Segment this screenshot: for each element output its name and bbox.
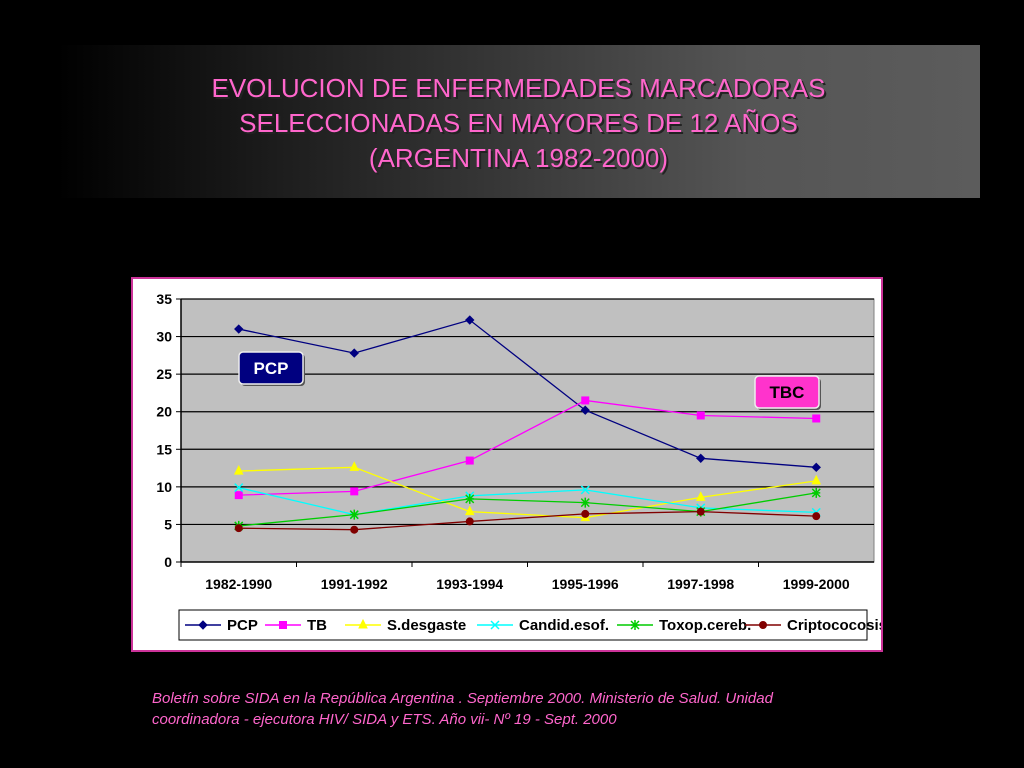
series-line-criptococosis <box>238 511 817 531</box>
source-line-2: coordinadora - ejecutora HIV/ SIDA y ETS… <box>152 711 617 728</box>
data-point-s-desgaste <box>695 491 706 501</box>
legend-entry-s-desgaste: S.desgaste <box>345 617 466 634</box>
legend-marker <box>279 621 287 629</box>
slide-title-line-2: SELECCIONADAS EN MAYORES DE 12 AÑOS <box>239 108 798 138</box>
y-tick-label: 0 <box>164 554 172 570</box>
x-tick-label: 1999-2000 <box>783 576 850 592</box>
data-point-tb <box>234 491 243 500</box>
data-point-criptococosis <box>465 517 474 526</box>
chart-legend: PCP TB S.desgaste Candid.esof. Toxop.cereb. C… <box>178 609 881 641</box>
data-point-criptococosis <box>234 524 243 533</box>
badge-box <box>238 351 304 385</box>
data-point-s-desgaste <box>349 461 360 471</box>
y-tick-label: 30 <box>156 329 172 345</box>
y-tick-label: 10 <box>156 479 172 495</box>
legend-label: S.desgaste <box>387 617 466 634</box>
data-point-pcp <box>234 324 244 334</box>
annotation-badge-pcp: PCP <box>238 351 305 386</box>
data-point-criptococosis <box>581 509 590 518</box>
data-point-criptococosis <box>812 512 821 521</box>
data-point-pcp <box>696 453 706 464</box>
y-tick-label: 25 <box>156 366 172 382</box>
series-line-pcp <box>238 319 817 468</box>
data-point-toxop-cereb <box>580 497 590 508</box>
data-point-toxop-cereb <box>811 487 821 498</box>
x-tick-label: 1993-1994 <box>436 576 503 592</box>
data-point-pcp <box>811 462 821 473</box>
data-point-s-desgaste <box>811 474 822 485</box>
data-point-pcp <box>349 348 359 358</box>
legend-entry-pcp: PCP <box>185 617 258 634</box>
data-point-pcp <box>465 315 475 325</box>
badge-label: TBC <box>770 383 805 402</box>
legend-entry-candid-esof: Candid.esof. <box>477 617 609 634</box>
x-tick-label: 1991-1992 <box>321 576 388 592</box>
series-pcp <box>234 315 821 473</box>
data-point-tb <box>465 456 474 465</box>
legend-entry-tb: TB <box>265 617 327 634</box>
data-point-toxop-cereb <box>349 509 359 520</box>
legend-label: PCP <box>227 617 258 634</box>
data-point-s-desgaste <box>464 505 475 516</box>
data-point-tb <box>696 411 705 420</box>
legend-marker <box>630 620 640 630</box>
data-point-criptococosis <box>350 525 359 534</box>
legend-entry-toxop-cereb: Toxop.cereb. <box>617 617 751 634</box>
data-point-s-desgaste <box>233 464 244 475</box>
data-point-candid-esof <box>580 485 590 495</box>
x-tick-label: 1997-1998 <box>667 576 734 592</box>
series-line-s-desgaste <box>238 466 817 519</box>
legend-label: Candid.esof. <box>519 617 609 634</box>
legend-marker <box>490 620 500 630</box>
annotation-badge-tbc: TBC <box>754 375 821 410</box>
line-chart: 0 5 10 15 20 25 30 35 1982-1990 1991-1992 1993-199… <box>156 291 881 641</box>
data-point-pcp <box>580 405 590 415</box>
chart-frame: 0 5 10 15 20 25 30 35 1982-1990 1991-1992 1993-199… <box>131 277 883 652</box>
data-point-tb <box>581 396 590 405</box>
legend-label: Criptococosis <box>787 617 881 634</box>
y-tick-label: 5 <box>164 516 172 532</box>
series-line-toxop-cereb <box>238 492 817 527</box>
legend-label: TB <box>307 617 327 634</box>
badge-label: PCP <box>254 359 289 378</box>
series-line-tb <box>238 399 817 496</box>
series-tb <box>234 396 821 500</box>
y-tick-label: 35 <box>156 291 172 307</box>
legend-label: Toxop.cereb. <box>659 617 751 634</box>
badge-box <box>754 375 820 409</box>
y-tick-label: 20 <box>156 404 172 420</box>
legend-marker <box>358 618 368 629</box>
source-citation: Boletín sobre SIDA en la República Argen… <box>152 688 912 730</box>
slide-title-line-3: (ARGENTINA 1982-2000) <box>368 143 669 173</box>
series-s-desgaste <box>233 461 822 522</box>
data-point-tb <box>350 487 359 496</box>
legend-entry-criptococosis: Criptococosis <box>745 617 881 634</box>
data-point-tb <box>812 414 821 423</box>
legend-marker <box>759 621 767 629</box>
x-tick-label: 1995-1996 <box>552 576 619 592</box>
title-band: EVOLUCION DE ENFERMEDADES MARCADORAS SEL… <box>57 45 980 198</box>
data-point-candid-esof <box>234 483 244 493</box>
series-criptococosis <box>234 507 821 534</box>
source-line-1: Boletín sobre SIDA en la República Argen… <box>152 690 773 707</box>
data-point-toxop-cereb <box>465 493 475 504</box>
slide-title-line-1: EVOLUCION DE ENFERMEDADES MARCADORAS <box>211 73 826 103</box>
data-point-criptococosis <box>696 507 705 516</box>
y-tick-label: 15 <box>156 441 172 457</box>
x-tick-label: 1982-1990 <box>205 576 272 592</box>
legend-marker <box>198 620 208 630</box>
